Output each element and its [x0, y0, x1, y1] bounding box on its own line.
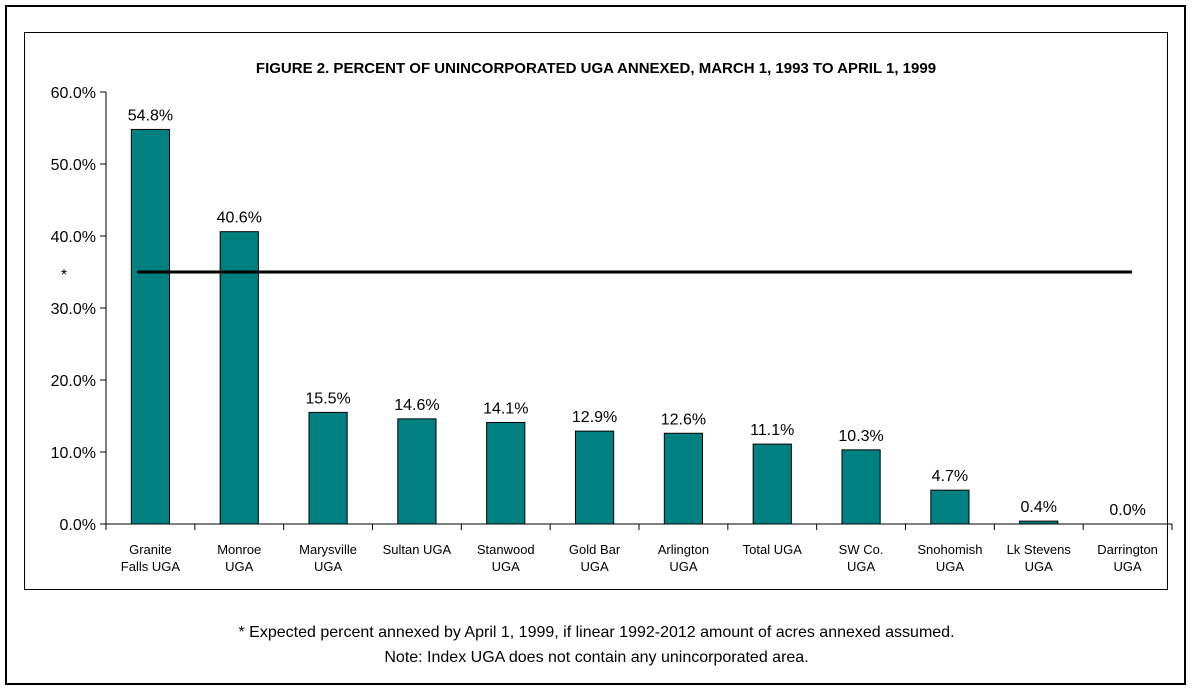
y-tick-label: 40.0%	[51, 229, 96, 246]
x-tick-label-line: Stanwood	[477, 542, 535, 557]
x-tick-label: Lk Stevens UGA	[1007, 542, 1072, 574]
y-tick-label: 60.0%	[51, 85, 96, 102]
y-tick-label: 20.0%	[51, 373, 96, 390]
x-tick-label: Arlington UGA	[658, 542, 709, 574]
bar	[752, 443, 792, 525]
outer-frame	[5, 5, 1186, 685]
x-tick-label-line: UGA	[1113, 559, 1142, 574]
x-tick-label-line: Sultan UGA	[383, 542, 452, 557]
x-tick-label: SW Co. UGA	[839, 542, 884, 574]
x-tick-label-line: UGA	[847, 559, 876, 574]
bar	[486, 421, 526, 525]
y-tick-label: 50.0%	[51, 157, 96, 174]
reference-line-group: *	[61, 267, 1133, 284]
x-tick-label-line: SW Co.	[839, 542, 884, 557]
data-label: 14.6%	[394, 397, 439, 414]
x-tick-label-line: UGA	[936, 559, 965, 574]
data-label: 4.7%	[932, 468, 968, 485]
x-tick-label: Granite Falls UGA	[121, 542, 181, 574]
x-tick-label: Sultan UGA	[383, 542, 452, 557]
data-label: 40.6%	[217, 210, 262, 227]
bar	[841, 449, 881, 525]
x-tick-label-line: Gold Bar	[569, 542, 621, 557]
y-tick-label: 30.0%	[51, 301, 96, 318]
x-tick-label-line: Total UGA	[743, 542, 803, 557]
x-tick-label-line: Marysville	[299, 542, 357, 557]
chart-title: FIGURE 2. PERCENT OF UNINCORPORATED UGA …	[256, 60, 936, 77]
x-tick-label: Snohomish UGA	[917, 542, 982, 574]
bar	[1019, 520, 1059, 525]
data-label: 15.5%	[305, 390, 350, 407]
x-tick-label: Gold Bar UGA	[569, 542, 621, 574]
x-tick-label-line: UGA	[225, 559, 254, 574]
footnote-index-uga: Note: Index UGA does not contain any uni…	[384, 649, 809, 666]
footnote-expected: * Expected percent annexed by April 1, 1…	[238, 624, 955, 641]
x-tick-label-line: Snohomish	[917, 542, 982, 557]
x-tick-label-line: UGA	[580, 559, 609, 574]
x-tick-label-line: UGA	[1025, 559, 1054, 574]
x-axis: Granite Falls UGA Monroe UGA Marysville UGA Su…	[105, 523, 1173, 574]
x-tick-label: Total UGA	[743, 542, 803, 557]
bar	[574, 430, 615, 525]
x-tick-label-line: Granite	[129, 542, 172, 557]
x-tick-label: Marysville UGA	[299, 542, 357, 574]
data-labels: 54.8% 40.6% 15.5% 14.6% 14.1% 12.9% 12.6% 11.1%…	[128, 107, 1146, 519]
bars	[130, 128, 1059, 525]
x-tick-label-line: Monroe	[217, 542, 261, 557]
y-tick-label: 10.0%	[51, 445, 96, 462]
chart-frame	[24, 32, 1168, 590]
data-label: 54.8%	[128, 107, 173, 124]
x-tick-label-line: Darrington	[1097, 542, 1158, 557]
x-tick-label-line: Arlington	[658, 542, 709, 557]
data-label: 10.3%	[838, 428, 883, 445]
bar-chart: FIGURE 2. PERCENT OF UNINCORPORATED UGA …	[51, 60, 1173, 574]
y-axis: 0.0% 10.0% 20.0% 30.0% 40.0% 50.0% 60.0%	[51, 85, 107, 534]
x-tick-label-line: UGA	[669, 559, 698, 574]
x-tick-label: Monroe UGA	[217, 542, 261, 574]
bar	[219, 231, 259, 525]
x-tick-label-line: Lk Stevens	[1007, 542, 1072, 557]
x-tick-label: Darrington UGA	[1097, 542, 1158, 574]
x-tick-label-line: UGA	[492, 559, 521, 574]
data-label: 0.0%	[1109, 502, 1145, 519]
y-tick-label: 0.0%	[60, 517, 96, 534]
bar	[130, 128, 171, 525]
x-tick-label: Stanwood UGA	[477, 542, 535, 574]
bar	[930, 489, 970, 525]
x-tick-label-line: UGA	[314, 559, 343, 574]
bar	[308, 411, 348, 525]
x-tick-label-line: Falls UGA	[121, 559, 181, 574]
reference-marker: *	[61, 267, 67, 284]
data-label: 11.1%	[750, 422, 794, 439]
bar	[663, 432, 704, 525]
data-label: 12.6%	[661, 411, 706, 428]
data-label: 12.9%	[572, 409, 617, 426]
data-label: 14.1%	[483, 400, 528, 417]
data-label: 0.4%	[1021, 499, 1057, 516]
bar	[397, 418, 437, 525]
